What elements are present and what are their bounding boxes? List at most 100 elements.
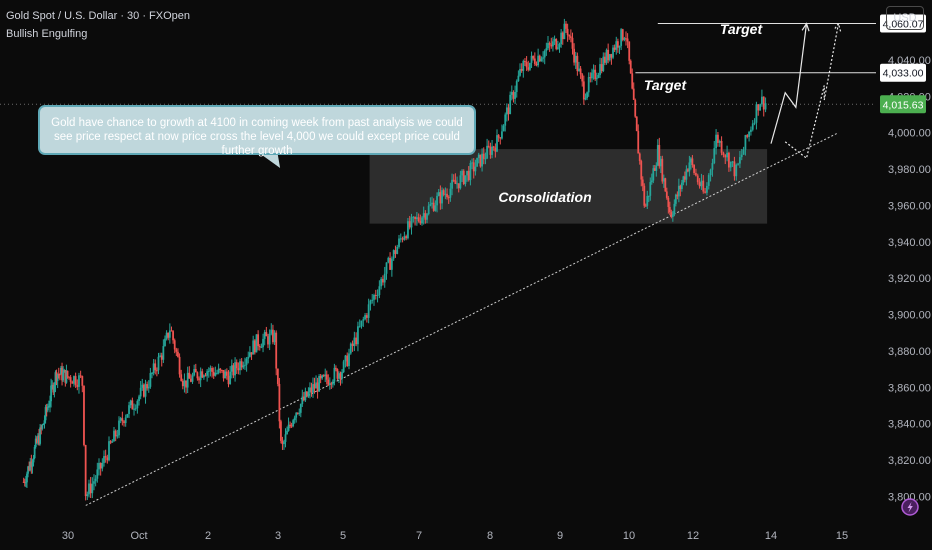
candle — [341, 372, 343, 379]
candle — [462, 170, 465, 184]
candle — [252, 340, 255, 355]
candle — [665, 191, 668, 198]
candle — [729, 161, 732, 168]
projection-path[interactable] — [770, 23, 808, 144]
candle — [302, 396, 305, 401]
candle — [234, 362, 236, 376]
candle — [30, 461, 33, 467]
candle — [563, 23, 566, 40]
candle — [201, 371, 204, 378]
candle — [398, 238, 400, 247]
pattern-label: Bullish Engulfing — [6, 28, 88, 40]
price-tag-label: 4,033.00 — [883, 68, 924, 80]
candle — [53, 385, 56, 393]
candle — [240, 361, 243, 368]
candle — [755, 104, 758, 123]
candle — [235, 362, 238, 369]
candle — [421, 217, 423, 224]
candle — [322, 375, 325, 377]
candle — [73, 376, 75, 384]
candle — [330, 383, 333, 385]
candle — [472, 162, 475, 172]
candle — [186, 372, 189, 388]
price-tag[interactable] — [880, 14, 926, 33]
candle — [37, 435, 39, 443]
candle — [86, 494, 89, 497]
candle — [160, 355, 163, 360]
candle — [164, 338, 166, 347]
candle — [298, 412, 301, 414]
candle — [628, 41, 631, 61]
candle — [91, 483, 94, 494]
candle — [146, 384, 149, 389]
candle — [505, 107, 508, 115]
candle — [260, 347, 263, 349]
candle — [207, 371, 210, 373]
candle — [382, 278, 384, 283]
target-label-lower: Target — [644, 77, 688, 93]
candle — [698, 182, 701, 187]
candle — [629, 60, 632, 74]
candle — [568, 35, 571, 37]
candle — [390, 258, 393, 270]
y-tick-label: 3,900.00 — [888, 310, 931, 322]
candle — [640, 161, 643, 180]
candle — [553, 38, 556, 42]
candle — [589, 77, 592, 79]
candle — [467, 170, 470, 181]
candle — [257, 334, 260, 346]
candle — [548, 43, 551, 45]
candle — [737, 163, 739, 165]
candle — [671, 214, 674, 217]
candle — [183, 380, 186, 387]
candle — [565, 23, 567, 29]
candle — [23, 481, 26, 483]
price-tag[interactable] — [880, 95, 926, 114]
candle — [177, 351, 179, 357]
y-tick-label: 3,980.00 — [888, 164, 931, 176]
candle — [487, 145, 490, 147]
candle — [141, 384, 144, 388]
candle — [764, 103, 767, 110]
candle — [499, 137, 502, 139]
candle — [592, 69, 595, 73]
candle — [151, 373, 153, 375]
candle — [318, 376, 321, 392]
candle — [71, 381, 74, 384]
candle — [644, 205, 647, 207]
candle — [543, 50, 546, 58]
candle — [309, 387, 311, 392]
candle — [258, 345, 261, 348]
candle — [155, 370, 158, 372]
candle — [680, 182, 683, 190]
candle — [338, 373, 340, 379]
projection-path[interactable] — [784, 23, 840, 160]
candle — [172, 331, 174, 341]
analysis-callout[interactable]: Gold have chance to growth at 4100 in co… — [38, 105, 476, 157]
candle — [456, 183, 458, 185]
candle — [24, 482, 27, 484]
candle — [214, 372, 217, 376]
candle — [27, 466, 29, 474]
candle — [219, 368, 222, 371]
candle — [324, 374, 327, 377]
candle — [104, 456, 107, 458]
candle — [299, 404, 302, 413]
candle — [625, 38, 627, 40]
candle — [510, 92, 513, 95]
candle — [750, 129, 752, 132]
candle — [422, 213, 425, 218]
candle — [437, 192, 440, 196]
candle — [447, 197, 450, 199]
candle — [63, 370, 66, 373]
candle — [704, 191, 706, 193]
candle — [643, 185, 646, 206]
currency-button[interactable]: USD — [886, 6, 924, 30]
candle — [301, 396, 304, 405]
lightning-icon[interactable] — [901, 498, 919, 516]
candle — [535, 63, 538, 66]
candle — [265, 332, 268, 337]
candle — [286, 430, 288, 435]
price-tag[interactable] — [880, 63, 926, 82]
